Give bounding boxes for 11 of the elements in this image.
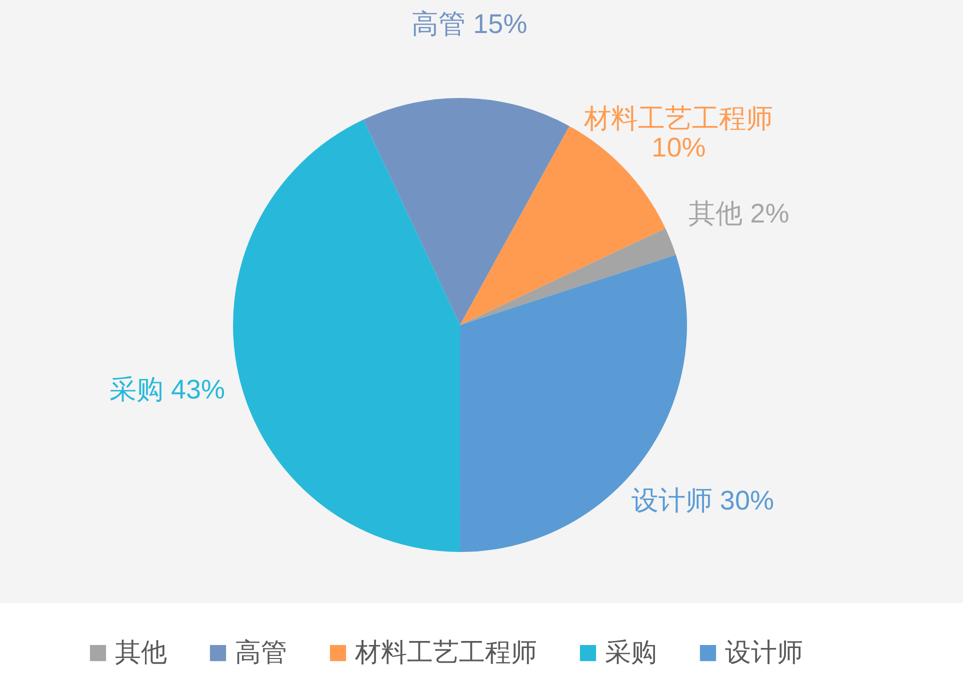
legend-label: 设计师 bbox=[725, 637, 803, 667]
category-label: 采购 43% bbox=[109, 374, 225, 404]
data-label: 10% bbox=[652, 132, 706, 163]
legend-label: 材料工艺工程师 bbox=[354, 637, 537, 667]
slice-label: 材料工艺工程师 bbox=[583, 104, 774, 134]
category-label: 设计师 30% bbox=[631, 485, 774, 516]
category-label: 高管 15% bbox=[412, 9, 528, 40]
legend-label: 采购 bbox=[605, 637, 657, 667]
category-label: 其他 2% bbox=[688, 198, 790, 229]
legend-label: 其他 bbox=[115, 637, 167, 667]
legend-label: 高管 bbox=[235, 637, 287, 667]
